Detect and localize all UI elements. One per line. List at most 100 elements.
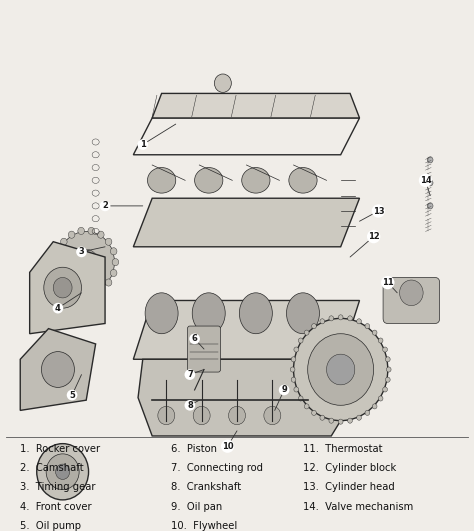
Ellipse shape [145,293,178,333]
Circle shape [105,238,112,245]
Text: 5.  Oil pump: 5. Oil pump [20,521,81,531]
Circle shape [385,377,390,382]
Circle shape [68,231,75,238]
Circle shape [88,227,95,235]
Text: 1: 1 [140,124,176,149]
Circle shape [311,323,316,329]
Ellipse shape [286,293,319,333]
Ellipse shape [289,168,317,193]
Text: 3: 3 [79,247,105,256]
Text: 8: 8 [187,400,199,410]
Circle shape [58,232,115,293]
Circle shape [53,278,72,298]
Text: 4.  Front cover: 4. Front cover [20,502,92,512]
Circle shape [55,248,62,255]
Polygon shape [133,301,359,359]
Circle shape [36,443,89,500]
Circle shape [294,387,299,392]
Polygon shape [30,242,105,333]
Circle shape [55,269,62,277]
Circle shape [228,406,246,425]
Circle shape [428,203,433,209]
Text: 11: 11 [382,278,397,293]
Circle shape [193,406,210,425]
Circle shape [214,74,231,92]
Circle shape [54,259,60,266]
Circle shape [348,316,352,321]
Circle shape [291,377,296,382]
Text: 2: 2 [102,201,143,210]
Circle shape [105,279,112,286]
Circle shape [383,387,387,392]
Circle shape [298,396,303,401]
Polygon shape [133,198,359,247]
Ellipse shape [147,168,176,193]
Text: 9: 9 [275,386,287,410]
Text: 10: 10 [222,431,237,451]
Text: 10.  Flywheel: 10. Flywheel [171,521,237,531]
Circle shape [357,415,361,420]
Text: 8.  Crankshaft: 8. Crankshaft [171,483,241,492]
Text: 6.  Piston: 6. Piston [171,443,217,453]
Polygon shape [152,93,359,118]
Ellipse shape [242,168,270,193]
Circle shape [44,267,82,308]
Polygon shape [138,359,355,436]
Ellipse shape [239,293,273,333]
Circle shape [293,319,388,421]
Text: 12.  Cylinder block: 12. Cylinder block [303,463,396,473]
Text: 7: 7 [187,370,204,379]
Text: 5: 5 [69,374,82,399]
Circle shape [61,238,67,245]
Text: 11.  Thermostat: 11. Thermostat [303,443,383,453]
Circle shape [329,418,334,423]
Text: 14: 14 [419,176,431,195]
Circle shape [386,367,391,372]
Circle shape [298,338,303,343]
Circle shape [428,157,433,163]
Circle shape [320,319,325,324]
Circle shape [294,347,299,352]
Circle shape [329,316,334,321]
Text: 1.  Rocker cover: 1. Rocker cover [20,443,100,453]
Circle shape [400,280,423,306]
Circle shape [383,347,387,352]
Circle shape [290,367,295,372]
Ellipse shape [195,168,223,193]
Text: 7.  Connecting rod: 7. Connecting rod [171,463,263,473]
Circle shape [308,333,374,405]
Text: 13.  Cylinder head: 13. Cylinder head [303,483,395,492]
Circle shape [68,286,75,293]
Circle shape [78,227,84,235]
Circle shape [338,419,343,424]
Circle shape [46,454,79,490]
Circle shape [98,286,104,293]
Text: 4: 4 [55,293,82,313]
FancyBboxPatch shape [383,278,439,323]
Circle shape [327,354,355,385]
Circle shape [264,406,281,425]
Circle shape [61,279,67,286]
Circle shape [112,259,118,266]
Text: 2.  Camshaft: 2. Camshaft [20,463,84,473]
Circle shape [365,410,370,415]
Circle shape [385,357,390,362]
Text: 3.  Timing gear: 3. Timing gear [20,483,96,492]
Ellipse shape [192,293,225,333]
Circle shape [78,290,84,297]
Text: 13: 13 [359,207,384,221]
Circle shape [41,352,74,388]
Circle shape [311,410,316,415]
Circle shape [348,418,352,423]
Circle shape [88,290,95,297]
Circle shape [428,180,433,186]
Circle shape [55,464,70,479]
Text: 9.  Oil pan: 9. Oil pan [171,502,222,512]
Circle shape [110,248,117,255]
Text: 6: 6 [191,335,204,349]
Polygon shape [20,329,96,410]
Text: 12: 12 [350,232,380,257]
FancyBboxPatch shape [188,326,220,372]
Circle shape [365,323,370,329]
Circle shape [98,231,104,238]
